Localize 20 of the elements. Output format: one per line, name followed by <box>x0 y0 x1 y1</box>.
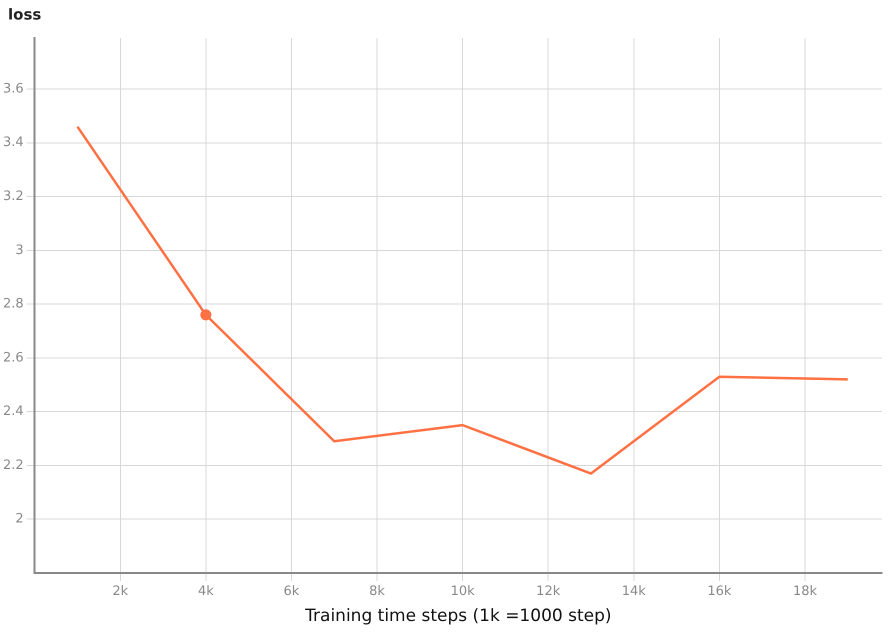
y-tick-label: 2.4 <box>2 404 24 420</box>
y-tick-label: 3 <box>15 242 24 258</box>
x-tick-label: 12k <box>536 584 561 600</box>
y-tick-label: 2 <box>15 512 24 527</box>
x-axis-title: Training time steps (1k =1000 step) <box>304 606 612 626</box>
y-tick-label: 2.2 <box>2 458 24 473</box>
x-tick-label: 4k <box>198 584 214 600</box>
x-tick-label: 6k <box>284 584 300 600</box>
x-tick-label: 10k <box>450 584 476 600</box>
x-tick-label: 16k <box>707 584 732 600</box>
y-tick-label: 3.6 <box>2 81 24 96</box>
x-tick-label: 8k <box>369 584 386 600</box>
x-tick-label: 2k <box>112 584 129 600</box>
x-tick-label: 14k <box>622 584 646 600</box>
x-tick-label: 18k <box>792 584 818 600</box>
y-tick-label: 2.6 <box>2 350 24 366</box>
y-tick-label: 3.4 <box>2 135 24 150</box>
y-tick-label: 2.8 <box>2 296 24 312</box>
y-axis-title: loss <box>8 5 42 24</box>
y-tick-label: 3.2 <box>2 188 24 204</box>
